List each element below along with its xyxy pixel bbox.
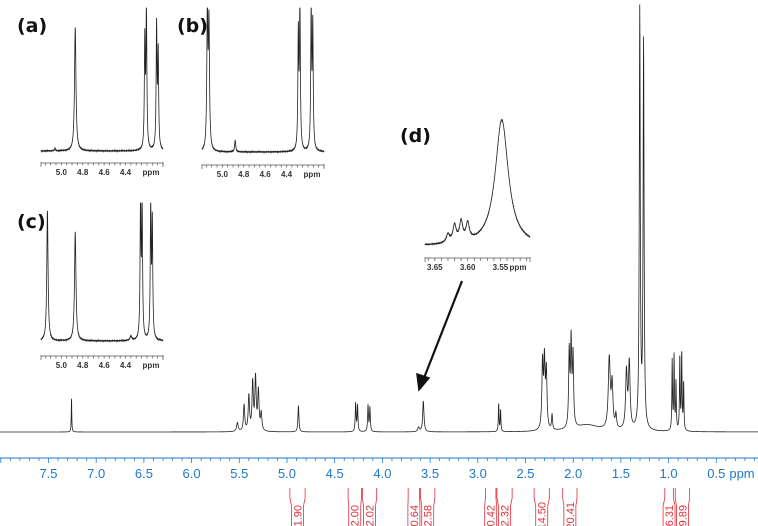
inset-spectrum-trace [201, 7, 325, 154]
x-tick-label: 3.5 [421, 466, 439, 481]
integral-bracket-right [303, 488, 306, 526]
x-tick-label: 2.0 [564, 466, 582, 481]
integral-bracket-right [672, 488, 676, 526]
x-tick-label: 2.5 [516, 466, 534, 481]
integral-value: 1.90 [292, 505, 304, 526]
integral-bracket-left [289, 488, 292, 526]
integral-value: 6.31 [664, 505, 676, 526]
x-tick-label: 1.0 [660, 466, 678, 481]
integral-bracket-right [510, 488, 513, 526]
inset-tick-label: 5.0 [56, 361, 68, 370]
inset-tick-label: 5.0 [56, 168, 68, 177]
x-tick-label: 4.0 [373, 466, 391, 481]
inset-unit-label: ppm [510, 263, 527, 272]
integral-value: 2.32 [500, 505, 512, 526]
integral-bracket-left [361, 488, 364, 526]
x-tick-label: 0.5 [707, 466, 725, 481]
x-tick-label: 6.5 [135, 466, 153, 481]
integral-bracket-right [547, 488, 550, 526]
inset-unit-label: ppm [304, 170, 321, 179]
inset-tick-label: 4.6 [99, 361, 111, 370]
pointer-arrow-icon [422, 280, 464, 379]
integral-bracket-left [674, 488, 677, 526]
integral-value: 2.58 [423, 505, 435, 526]
inset-tick-label: 3.60 [460, 263, 476, 272]
main-spectrum-trace [0, 4, 758, 433]
inset-spectrum-trace [40, 202, 164, 343]
x-tick-label: 7.5 [39, 466, 57, 481]
integral-value: 9.89 [677, 505, 689, 526]
integral-bracket-right [375, 488, 378, 526]
integral-bracket-left [496, 488, 499, 526]
x-tick-label: 1.5 [612, 466, 630, 481]
integral-bracket-left [562, 488, 565, 526]
inset-tick-label: 5.0 [217, 170, 229, 179]
inset-spectrum-trace [424, 118, 531, 246]
x-axis-unit-label: ppm [729, 466, 754, 481]
x-tick-label: 3.0 [469, 466, 487, 481]
integral-bracket-right [688, 488, 690, 526]
integral-value: 14.50 [537, 502, 549, 526]
inset-tick-label: 3.65 [427, 263, 443, 272]
integral-bracket-left [484, 488, 486, 526]
x-tick-label: 6.0 [183, 466, 201, 481]
inset-tick-label: 4.6 [99, 168, 111, 177]
integral-bracket-left [533, 488, 537, 526]
inset-panel-label: (a) [17, 15, 47, 37]
inset-tick-label: 4.6 [260, 170, 272, 179]
inset-tick-label: 3.55 [493, 263, 509, 272]
inset-tick-label: 4.8 [77, 168, 89, 177]
integral-bracket-left [347, 488, 350, 526]
inset-unit-label: ppm [143, 361, 160, 370]
inset-panel-label: (c) [17, 211, 46, 233]
x-tick-label: 7.0 [87, 466, 105, 481]
inset-tick-label: 4.4 [120, 361, 132, 370]
inset-spectrum-trace [40, 7, 164, 153]
x-tick-label: 5.5 [230, 466, 248, 481]
arrowhead-icon [416, 372, 431, 392]
integral-value: 2.00 [350, 505, 362, 526]
inset-panel-label: (d) [400, 125, 431, 147]
integral-value: 0.64 [409, 505, 421, 526]
integral-value: 2.02 [365, 505, 377, 526]
integral-bracket-right [575, 488, 578, 526]
inset-tick-label: 4.8 [238, 170, 250, 179]
integral-bracket-right [433, 488, 436, 526]
x-tick-label: 4.5 [326, 466, 344, 481]
inset-tick-label: 4.4 [120, 168, 132, 177]
integral-value: 20.41 [565, 502, 577, 526]
integral-bracket-left [420, 488, 423, 526]
integral-bracket-right [495, 488, 498, 526]
integral-bracket-right [360, 488, 362, 526]
inset-tick-label: 4.4 [281, 170, 293, 179]
inset-unit-label: ppm [143, 168, 160, 177]
inset-tick-label: 4.8 [77, 361, 89, 370]
integral-bracket-left [662, 488, 666, 526]
inset-panel-label: (b) [177, 15, 208, 37]
x-tick-label: 5.0 [278, 466, 296, 481]
integral-value: 0.42 [486, 505, 498, 526]
